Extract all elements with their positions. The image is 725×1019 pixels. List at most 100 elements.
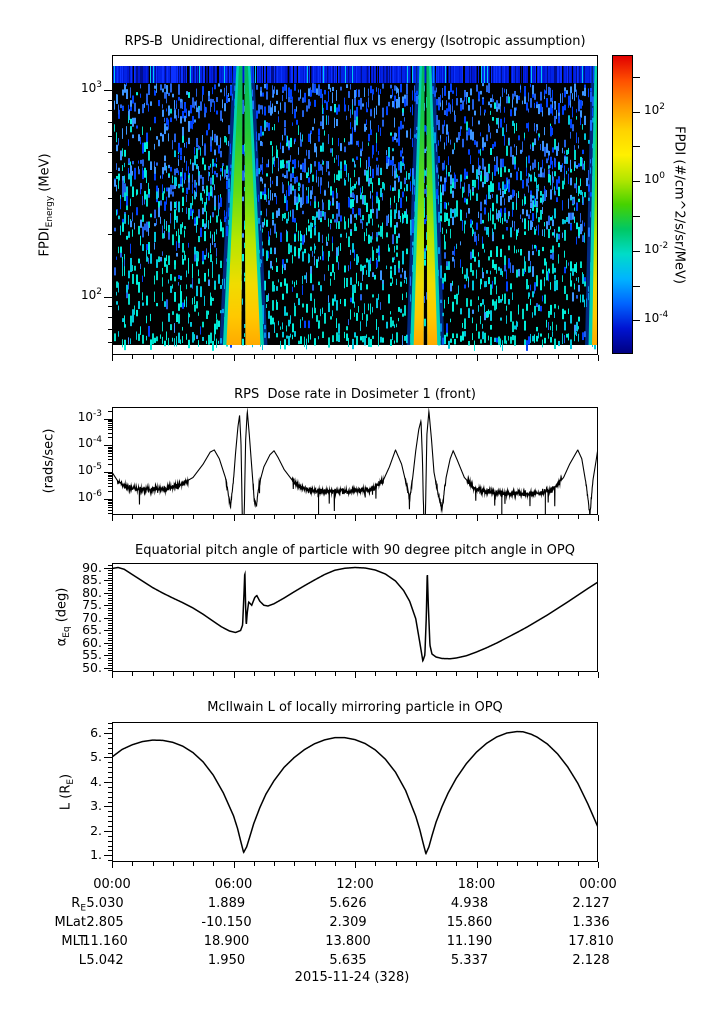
tick [633, 320, 640, 322]
tick [355, 862, 356, 868]
table-value: 5.030 [86, 896, 124, 911]
tick [274, 515, 275, 519]
table-value: 5.042 [86, 953, 124, 968]
tick [104, 498, 112, 500]
tick [598, 515, 599, 521]
tick [496, 515, 498, 519]
table-row-label: MLT [61, 934, 86, 949]
tick [108, 410, 112, 412]
tick [132, 672, 134, 676]
tick [108, 328, 112, 330]
tick [108, 662, 112, 664]
colorbar [612, 55, 633, 354]
tick [108, 645, 112, 646]
tick [517, 355, 518, 359]
date-label: 2015-11-24 (328) [294, 970, 410, 985]
tick [108, 122, 112, 124]
tick [104, 617, 112, 619]
tick [132, 862, 134, 866]
tick [172, 355, 174, 359]
table-value: 11.190 [446, 934, 493, 949]
tick [104, 567, 112, 569]
spectrogram-title: RPS-B Unidirectional, differential flux … [124, 34, 586, 49]
tick [152, 355, 154, 359]
tick [108, 198, 112, 200]
tick [108, 728, 112, 730]
tick [517, 672, 518, 676]
tick [132, 515, 134, 519]
time-tick-label: 12:00 [336, 877, 374, 892]
tick [108, 421, 112, 423]
tick [436, 515, 437, 519]
y-tick-label: 80. [82, 584, 102, 600]
tick [334, 515, 336, 519]
tick [108, 657, 112, 659]
tick [112, 862, 113, 868]
tick [577, 672, 579, 676]
tick [108, 512, 112, 514]
tick [577, 355, 579, 359]
tick [108, 582, 112, 584]
tick [436, 672, 437, 676]
tick [415, 355, 417, 359]
tick [476, 355, 478, 361]
tick [104, 90, 112, 92]
tick [108, 426, 112, 428]
table-value: 5.337 [450, 953, 489, 968]
tick [108, 509, 112, 511]
tick [152, 862, 154, 866]
tick [557, 515, 559, 519]
tick [108, 464, 112, 466]
y-tick-label: 10-6 [77, 488, 102, 504]
pitch-angle-canvas [112, 563, 598, 672]
tick [108, 459, 112, 461]
y-tick-label: 1. [90, 847, 102, 863]
y-tick-label: 4. [90, 773, 102, 789]
tick [108, 610, 112, 611]
y-tick-label: 10-5 [77, 462, 102, 478]
tick [633, 250, 640, 252]
y-tick-label: 6. [90, 725, 102, 740]
y-tick-label: 5. [90, 749, 102, 765]
tick [108, 627, 112, 629]
tick [415, 672, 417, 676]
y-tick-label: 3. [90, 798, 102, 814]
tick [577, 515, 579, 519]
y-tick-label: 85. [82, 572, 102, 587]
pitch-angle-title: Equatorial pitch angle of particle with … [135, 543, 575, 558]
tick [108, 860, 112, 862]
tick [108, 135, 112, 137]
tick [537, 515, 539, 519]
tick [108, 490, 112, 492]
table-value: 13.800 [325, 934, 371, 949]
tick [108, 482, 112, 484]
y-tick-label: 103 [80, 80, 102, 96]
tick [108, 821, 112, 823]
spectrogram-ylabel: FPDIEnergy (MeV) [37, 153, 56, 257]
tick [314, 672, 316, 676]
table-value: 18.900 [203, 934, 250, 949]
tick [633, 181, 640, 183]
y-tick-label: 2. [90, 822, 102, 838]
tick [334, 862, 336, 866]
y-tick-label: 65. [82, 622, 102, 637]
spectrogram-canvas [112, 55, 598, 355]
tick [213, 672, 215, 676]
tick [104, 667, 112, 669]
table-value: 1.336 [572, 915, 610, 930]
tick [108, 432, 112, 434]
tick [132, 355, 134, 359]
tick [108, 737, 112, 739]
tick [108, 786, 112, 788]
tick [108, 791, 112, 793]
tick [104, 605, 112, 606]
y-tick-label: 50. [82, 659, 102, 675]
tick [108, 99, 112, 101]
tick [108, 652, 112, 654]
tick [108, 767, 112, 769]
tick [517, 515, 518, 519]
tick [104, 445, 112, 447]
tick [476, 672, 478, 678]
tick [213, 355, 215, 359]
tick [108, 424, 112, 426]
